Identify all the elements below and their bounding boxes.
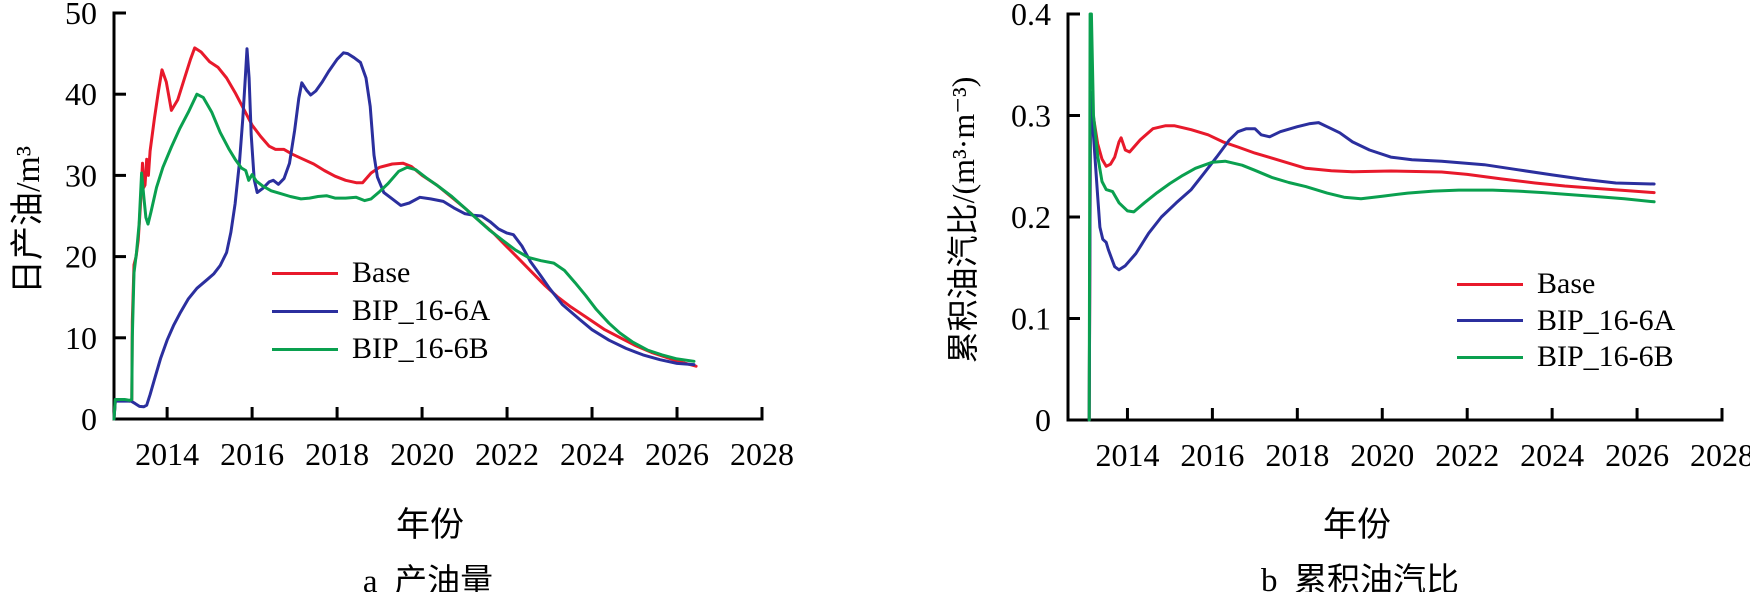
y-tick-label: 50 xyxy=(65,0,97,31)
y-tick-label: 10 xyxy=(65,320,97,356)
legend-row: BIP_16-6B xyxy=(272,330,490,368)
x-tick-label: 2014 xyxy=(135,436,199,472)
right-x-axis-title: 年份 xyxy=(1323,507,1391,544)
x-tick-label: 2028 xyxy=(1690,437,1750,473)
y-tick-label: 0 xyxy=(81,401,97,437)
left-y-axis-title: 日产油/m³ xyxy=(10,145,47,295)
legend-label: BIP_16-6B xyxy=(352,332,489,365)
series-line-bip-16-6a xyxy=(112,47,696,421)
oil-rate-chart: 2014 2016 2018 2020 2022 2024 2026 2028 0 10 20 30 4… xyxy=(65,0,794,472)
x-tick-label: 2020 xyxy=(1350,437,1414,473)
x-tick-label: 2022 xyxy=(475,436,539,472)
left-x-axis-title: 年份 xyxy=(396,507,464,544)
legend-label: BIP_16-6B xyxy=(1537,340,1674,374)
x-tick-label: 2014 xyxy=(1095,437,1159,473)
y-tick-label: 0.1 xyxy=(1011,301,1051,337)
oil-steam-ratio-chart: 2014 2016 2018 2020 2022 2024 2026 2028 0 0.1 0.2 0… xyxy=(1011,0,1750,473)
y-tick-label: 0.3 xyxy=(1011,98,1051,134)
x-tick-label: 2026 xyxy=(1605,437,1669,473)
series-line-base xyxy=(1087,98,1656,422)
legend-label: Base xyxy=(352,256,411,289)
legend-row: BIP_16-6A xyxy=(272,292,490,330)
y-tick-label: 0.2 xyxy=(1011,199,1051,235)
legend-label: BIP_16-6A xyxy=(352,294,491,327)
left-chart-caption: a 产油量 xyxy=(362,564,494,592)
base-line-swatch xyxy=(1457,282,1523,286)
series-line-bip-16-6a xyxy=(1087,90,1656,422)
bip-16-6b-line-swatch xyxy=(272,347,338,351)
x-tick-label: 2018 xyxy=(1265,437,1329,473)
x-tick-label: 2026 xyxy=(645,436,709,472)
legend-row: BIP_16-6B xyxy=(1457,339,1675,376)
x-tick-label: 2016 xyxy=(1180,437,1244,473)
y-tick-label: 40 xyxy=(65,76,97,112)
legend-row: Base xyxy=(1457,266,1675,303)
series-line-bip-16-6b xyxy=(1087,12,1656,422)
x-tick-label: 2024 xyxy=(560,436,624,472)
x-tick-label: 2022 xyxy=(1435,437,1499,473)
left-legend: Base BIP_16-6A BIP_16-6B xyxy=(272,254,490,368)
x-tick-label: 2016 xyxy=(220,436,284,472)
bip-16-6a-line-swatch xyxy=(1457,319,1523,323)
legend-label: Base xyxy=(1537,267,1596,301)
x-tick-label: 2024 xyxy=(1520,437,1584,473)
y-tick-label: 0.4 xyxy=(1011,0,1051,32)
right-legend: Base BIP_16-6A BIP_16-6B xyxy=(1457,266,1675,376)
bip-16-6b-line-swatch xyxy=(1457,355,1523,359)
legend-label: BIP_16-6A xyxy=(1537,303,1676,337)
y-tick-label: 30 xyxy=(65,157,97,193)
y-tick-label: 20 xyxy=(65,239,97,275)
legend-row: Base xyxy=(272,254,490,292)
right-chart-caption: b 累积油汽比 xyxy=(1261,563,1459,592)
x-tick-label: 2020 xyxy=(390,436,454,472)
legend-row: BIP_16-6A xyxy=(1457,303,1675,340)
x-tick-label: 2028 xyxy=(730,436,794,472)
bip-16-6a-line-swatch xyxy=(272,309,338,313)
series-line-bip-16-6b xyxy=(112,92,696,421)
base-line-swatch xyxy=(272,271,338,275)
y-tick-label: 0 xyxy=(1035,402,1051,438)
x-tick-label: 2018 xyxy=(305,436,369,472)
right-y-axis-title: 累积油汽比/(m³·m⁻³) xyxy=(945,76,981,364)
